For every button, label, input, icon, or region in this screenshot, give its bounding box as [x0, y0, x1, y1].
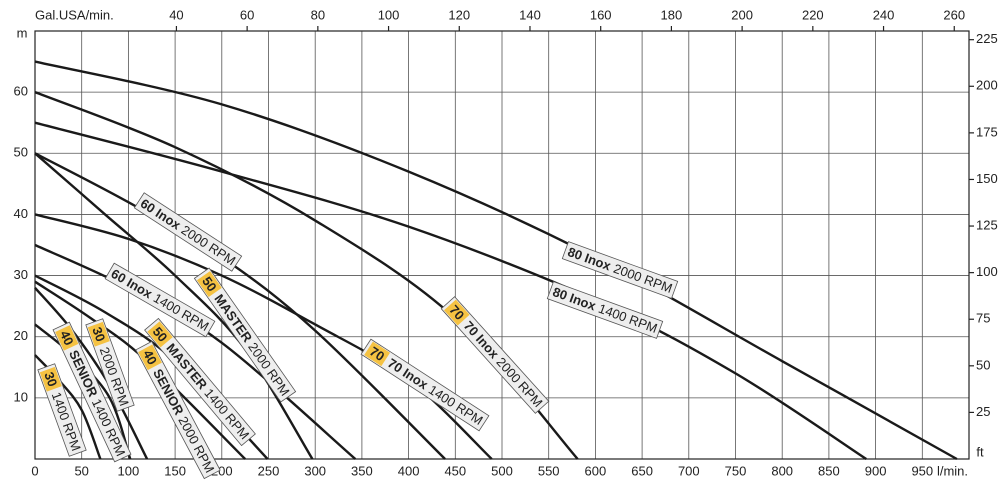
top-tick-label: 260 — [943, 7, 965, 22]
top-tick-label: 180 — [661, 7, 683, 22]
x-tick-label: 0 — [31, 463, 38, 478]
y-tick-label: 60 — [14, 84, 28, 99]
top-tick-label: 240 — [873, 7, 895, 22]
top-tick-label: 160 — [590, 7, 612, 22]
label-box — [561, 241, 679, 299]
top-tick-label: 80 — [311, 7, 325, 22]
y-axis-label: m — [17, 25, 28, 40]
label-box — [104, 262, 216, 338]
badge — [196, 271, 222, 298]
x-tick-label: 950 — [911, 463, 933, 478]
series-name: 80 Inox — [566, 244, 614, 274]
x-tick-label: 750 — [725, 463, 747, 478]
x-tick-label: 800 — [771, 463, 793, 478]
x-tick-label: 850 — [818, 463, 840, 478]
x-tick-label: 250 — [258, 463, 280, 478]
x-tick-label: 50 — [74, 463, 88, 478]
y-tick-label: 40 — [14, 206, 28, 221]
x-tick-label: 650 — [631, 463, 653, 478]
y-tick-label: 50 — [14, 145, 28, 160]
badge-text: 40 — [57, 328, 77, 347]
badge-text: 30 — [89, 325, 108, 344]
badge — [364, 341, 391, 367]
label-box — [360, 338, 490, 432]
x-tick-label: 150 — [164, 463, 186, 478]
badge — [87, 321, 110, 347]
top-tick-label: 60 — [240, 7, 254, 22]
label-box — [440, 296, 550, 414]
y2-axis-label: ft — [976, 444, 984, 459]
series-rpm: 2000 RPM — [493, 354, 545, 410]
top-tick-label: 120 — [448, 7, 470, 22]
y-tick-label: 20 — [14, 328, 28, 343]
top-tick-label: 40 — [169, 7, 183, 22]
x-tick-label: 500 — [491, 463, 513, 478]
series-name: 70 Inox — [461, 318, 503, 362]
top-tick-label: 220 — [802, 7, 824, 22]
curve — [34, 354, 102, 460]
badge — [138, 344, 162, 371]
badge — [39, 366, 62, 392]
y-tick-label: 30 — [14, 267, 28, 282]
label-box — [193, 267, 297, 403]
x-tick-label: 400 — [398, 463, 420, 478]
x-tick-label: 300 — [304, 463, 326, 478]
badge-text: 30 — [41, 370, 60, 389]
y2-tick-label: 125 — [976, 217, 998, 232]
x-tick-label: 550 — [538, 463, 560, 478]
series-rpm: 1400 RPM — [201, 386, 252, 443]
badge-text: 70 — [367, 344, 387, 364]
badge-text: 50 — [199, 274, 220, 294]
y2-tick-label: 25 — [976, 404, 990, 419]
y-tick-label: 10 — [14, 389, 28, 404]
x-tick-label: 700 — [678, 463, 700, 478]
y2-tick-label: 225 — [976, 31, 998, 46]
badge-text: 40 — [140, 347, 160, 367]
label-box — [133, 192, 243, 272]
x-tick-label: 450 — [444, 463, 466, 478]
x-tick-label: 350 — [351, 463, 373, 478]
label-box — [52, 321, 132, 463]
top-tick-label: 100 — [378, 7, 400, 22]
x-tick-label: 900 — [865, 463, 887, 478]
series-name: 80 Inox — [551, 284, 599, 314]
top-tick-label: 140 — [519, 7, 541, 22]
label-box — [144, 317, 256, 447]
badge — [443, 299, 470, 326]
curve — [34, 121, 867, 461]
curve — [34, 60, 958, 461]
y2-tick-label: 75 — [976, 311, 990, 326]
badge — [55, 325, 79, 351]
x-axis-label: l/min. — [937, 463, 968, 478]
x-tick-label: 100 — [118, 463, 140, 478]
y2-tick-label: 150 — [976, 171, 998, 186]
x-tick-label: 600 — [585, 463, 607, 478]
label-box — [546, 281, 664, 339]
badge — [147, 321, 173, 348]
top-axis-label: Gal.USA/min. — [35, 7, 114, 22]
curve — [34, 152, 314, 460]
y2-tick-label: 200 — [976, 78, 998, 93]
y2-tick-label: 100 — [976, 264, 998, 279]
top-tick-label: 200 — [731, 7, 753, 22]
curve — [34, 287, 149, 460]
y2-tick-label: 175 — [976, 124, 998, 139]
curve — [34, 280, 246, 460]
label-box — [135, 340, 221, 480]
y2-tick-label: 50 — [976, 357, 990, 372]
